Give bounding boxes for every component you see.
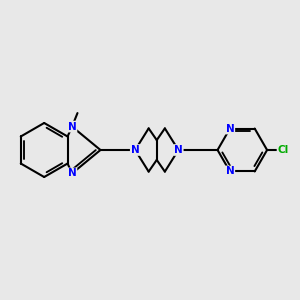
Text: N: N (131, 145, 140, 155)
Text: N: N (174, 145, 183, 155)
Text: N: N (68, 122, 76, 132)
Text: N: N (68, 168, 76, 178)
Text: N: N (226, 124, 234, 134)
Text: Cl: Cl (278, 145, 289, 155)
Text: N: N (226, 167, 234, 176)
